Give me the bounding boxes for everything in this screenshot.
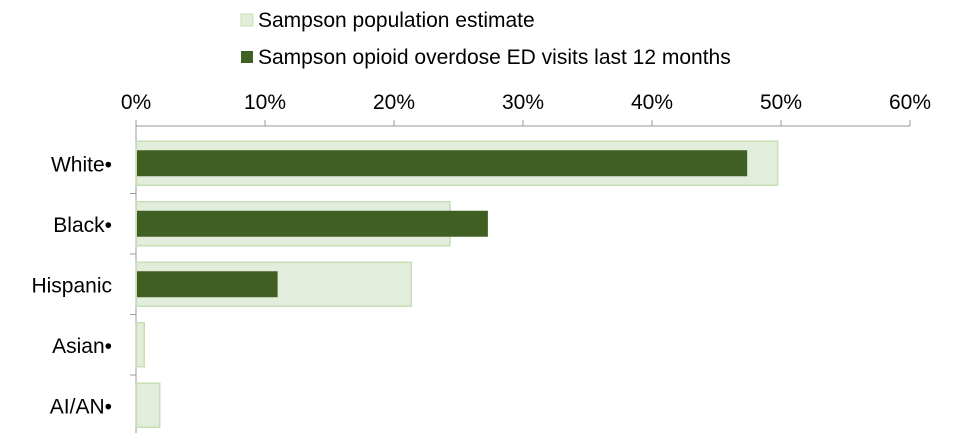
bar-ed-visits-1 [137,150,748,177]
category-label: Asian• [52,335,112,358]
x-tick-label: 50% [760,91,802,114]
bar-population-4 [135,322,145,368]
x-tick-label: 10% [244,91,286,114]
x-tick-label: 30% [502,91,544,114]
category-label: AI/AN• [50,395,112,418]
category-labels: White• Black• Hispanic Asian• AI/AN• [31,153,112,418]
x-tick-label: 20% [373,91,415,114]
legend-swatch-1 [240,13,254,27]
bar-population-5 [135,382,161,428]
bar-ed-visits-2 [137,210,488,237]
legend-swatch-2 [241,51,253,63]
legend: Sampson population estimate Sampson opioi… [240,9,731,69]
x-tick-label: 60% [889,91,931,114]
x-tick-label: 40% [631,91,673,114]
x-tick-label: 0% [121,91,151,114]
bar-ed-visits-3 [137,271,278,298]
category-label: White• [51,153,112,176]
legend-label-2: Sampson opioid overdose ED visits last 1… [258,46,731,69]
category-label: Black• [53,214,112,237]
x-axis: 0% 10% 20% 30% 40% 50% 60% [121,91,931,433]
legend-label-1: Sampson population estimate [258,9,535,32]
bars [135,140,779,428]
category-label: Hispanic [31,274,112,297]
